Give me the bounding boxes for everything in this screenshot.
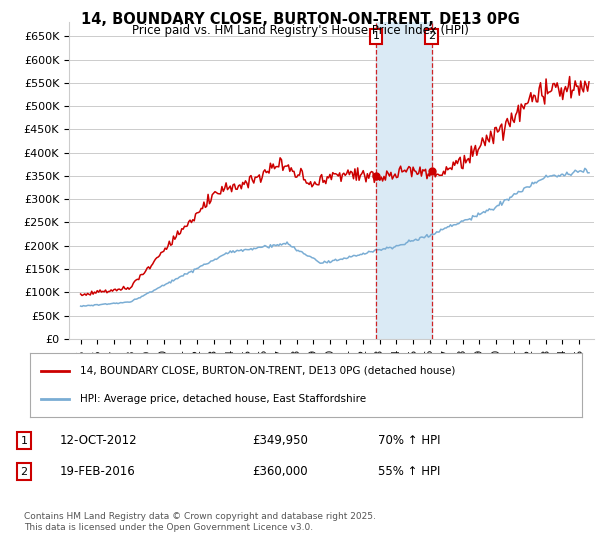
Text: 1: 1 (373, 31, 380, 41)
Text: 2: 2 (428, 31, 435, 41)
Text: HPI: Average price, detached house, East Staffordshire: HPI: Average price, detached house, East… (80, 394, 366, 404)
Text: 14, BOUNDARY CLOSE, BURTON-ON-TRENT, DE13 0PG: 14, BOUNDARY CLOSE, BURTON-ON-TRENT, DE1… (80, 12, 520, 27)
Text: 70% ↑ HPI: 70% ↑ HPI (378, 434, 440, 447)
Text: £349,950: £349,950 (252, 434, 308, 447)
Text: 19-FEB-2016: 19-FEB-2016 (60, 465, 136, 478)
Text: Contains HM Land Registry data © Crown copyright and database right 2025.
This d: Contains HM Land Registry data © Crown c… (24, 512, 376, 532)
Text: 55% ↑ HPI: 55% ↑ HPI (378, 465, 440, 478)
Text: Price paid vs. HM Land Registry's House Price Index (HPI): Price paid vs. HM Land Registry's House … (131, 24, 469, 37)
Text: 12-OCT-2012: 12-OCT-2012 (60, 434, 137, 447)
Text: £360,000: £360,000 (252, 465, 308, 478)
Text: 1: 1 (20, 436, 28, 446)
Text: 2: 2 (20, 466, 28, 477)
Bar (376, 22, 431, 339)
Text: 14, BOUNDARY CLOSE, BURTON-ON-TRENT, DE13 0PG (detached house): 14, BOUNDARY CLOSE, BURTON-ON-TRENT, DE1… (80, 366, 455, 376)
